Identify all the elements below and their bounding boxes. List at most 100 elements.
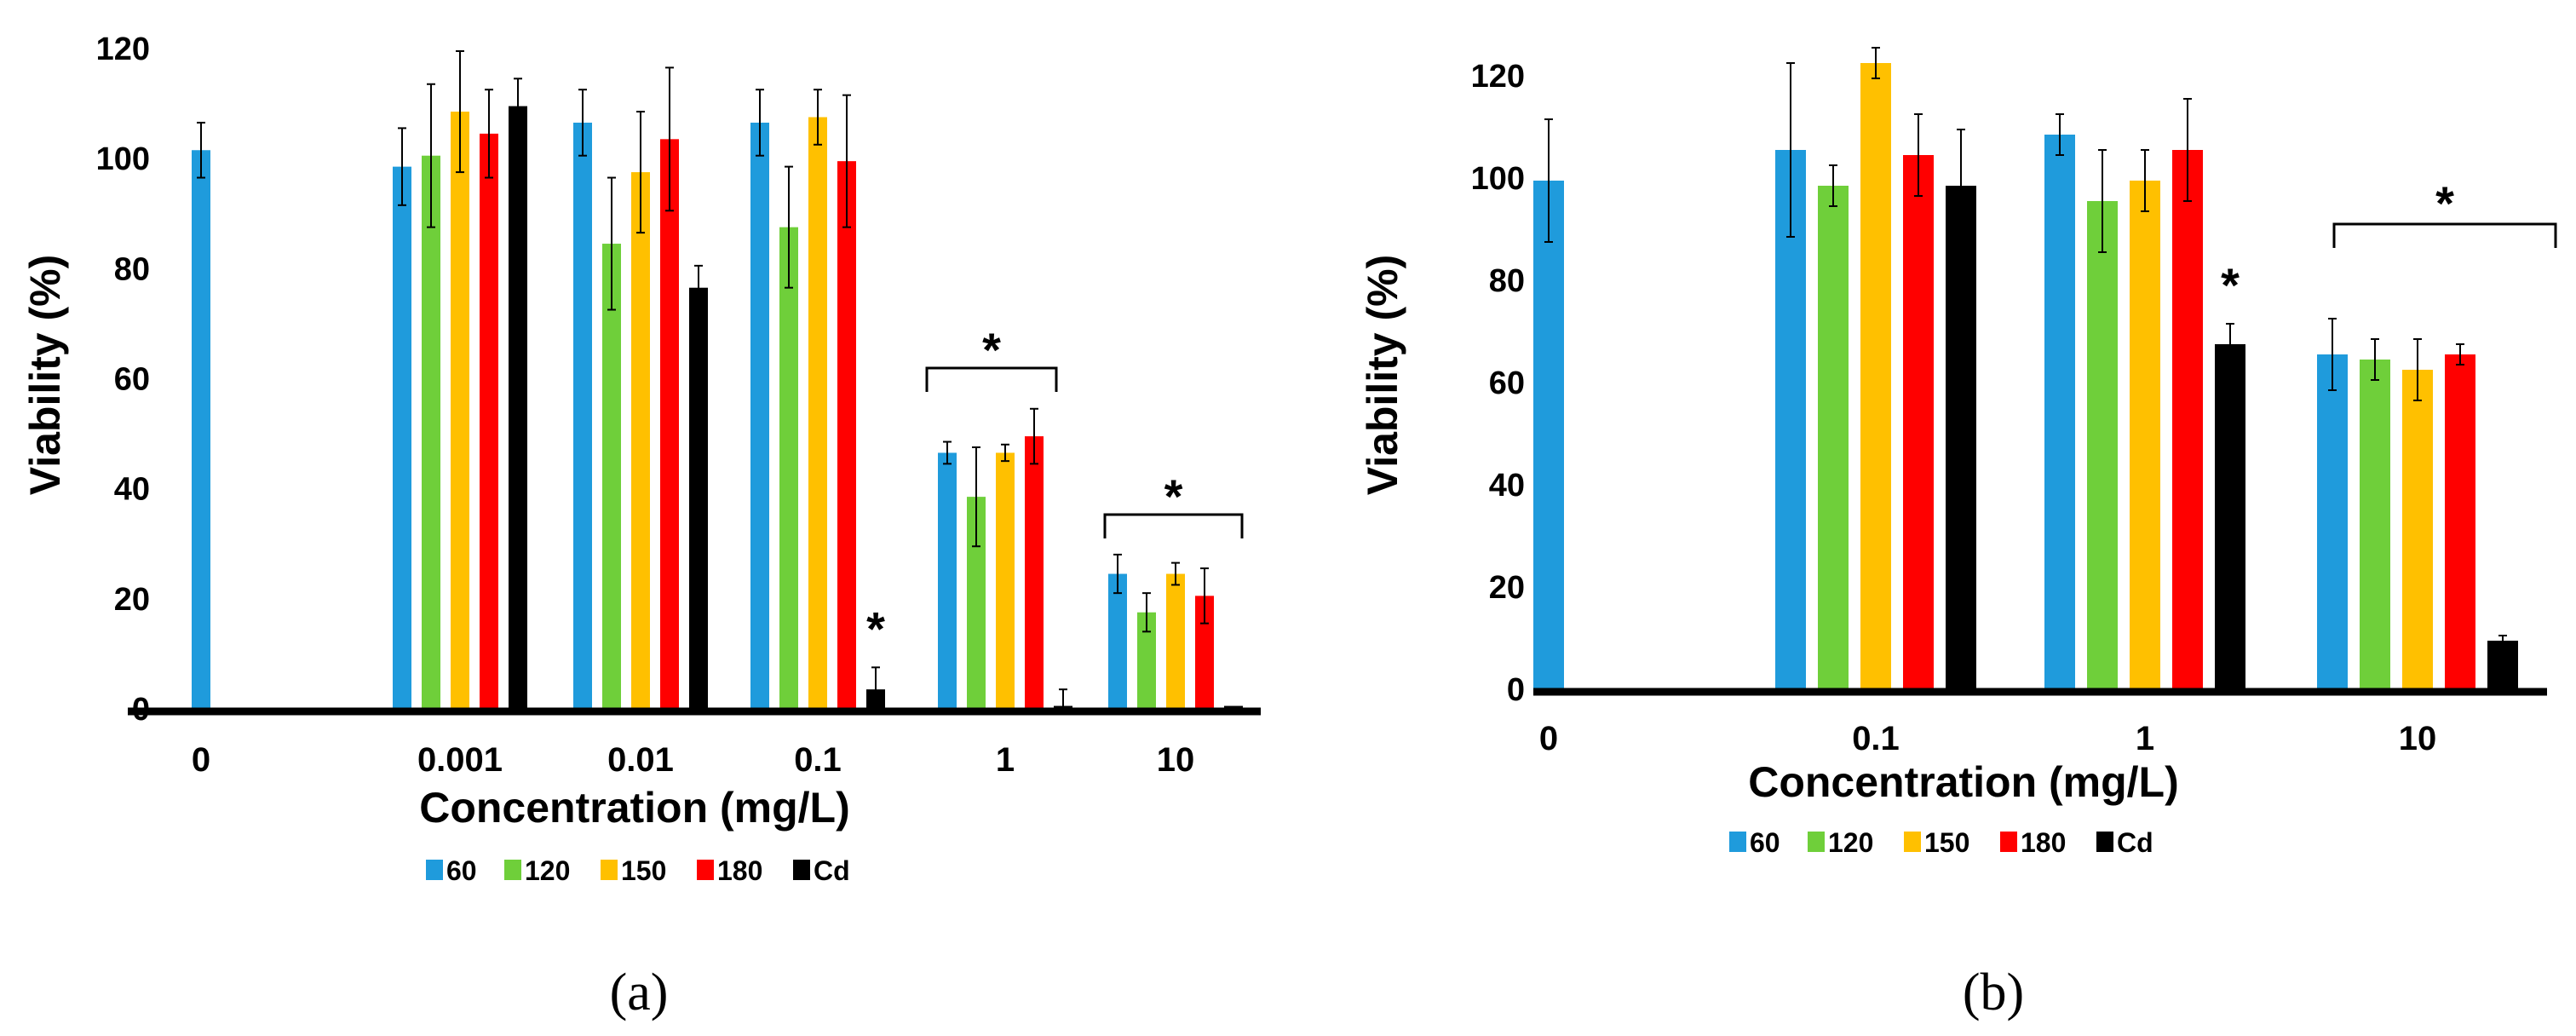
x-tick-label: 10 bbox=[1157, 741, 1195, 779]
legend-swatch-150 bbox=[601, 860, 618, 880]
bar-180-1 bbox=[1025, 436, 1044, 711]
bar-60-10 bbox=[1108, 573, 1127, 711]
bar-120-1 bbox=[2087, 201, 2118, 692]
legend-label-120: 120 bbox=[1828, 827, 1873, 858]
bar-Cd-0.001 bbox=[509, 106, 527, 712]
bar-Cd-10 bbox=[2487, 641, 2518, 692]
legend-swatch-180 bbox=[697, 860, 714, 880]
bar-120-0.01 bbox=[602, 244, 621, 712]
bar-60-0 bbox=[1533, 181, 1564, 692]
legend-label-Cd: Cd bbox=[2117, 827, 2153, 858]
y-tick-label: 120 bbox=[1471, 59, 1525, 95]
bar-Cd-0.01 bbox=[689, 287, 708, 711]
y-tick-label: 120 bbox=[96, 32, 150, 67]
significance-bracket bbox=[2332, 222, 2557, 248]
bar-180-10 bbox=[2445, 354, 2475, 692]
bar-150-0.1 bbox=[808, 117, 827, 711]
significance-star: * bbox=[2435, 176, 2454, 230]
y-tick-label: 40 bbox=[114, 472, 150, 508]
bar-60-0 bbox=[192, 150, 210, 711]
x-axis-title: Concentration (mg/L) bbox=[419, 784, 850, 832]
x-tick-label: 1 bbox=[996, 741, 1015, 779]
legend-swatch-120 bbox=[1808, 832, 1825, 852]
significance-star: * bbox=[982, 323, 1001, 377]
x-tick-label: 0.01 bbox=[607, 741, 674, 779]
bar-180-0.1 bbox=[837, 161, 856, 711]
legend-swatch-120 bbox=[504, 860, 521, 880]
bar-60-1 bbox=[2044, 135, 2075, 692]
x-tick-label: 0.1 bbox=[1852, 720, 1900, 757]
significance-star: * bbox=[1164, 469, 1183, 523]
y-tick-label: 20 bbox=[1489, 570, 1525, 606]
y-tick-label: 40 bbox=[1489, 468, 1525, 504]
significance-bracket bbox=[1103, 513, 1244, 538]
legend-swatch-Cd bbox=[2096, 832, 2113, 852]
legend-swatch-150 bbox=[1904, 832, 1921, 852]
y-tick-label: 60 bbox=[1489, 365, 1525, 401]
bar-150-0.1 bbox=[1860, 63, 1891, 692]
x-tick-label: 0.1 bbox=[794, 741, 842, 779]
y-axis-title: Viability (%) bbox=[21, 255, 69, 495]
bar-120-10 bbox=[2360, 360, 2390, 692]
bar-150-0.01 bbox=[631, 172, 650, 712]
panel-label: (a) bbox=[610, 964, 669, 1022]
y-tick-label: 80 bbox=[114, 251, 150, 287]
bar-180-1 bbox=[2172, 150, 2203, 692]
y-tick-label: 100 bbox=[1471, 161, 1525, 197]
legend-swatch-180 bbox=[2000, 832, 2017, 852]
bar-60-0.001 bbox=[393, 166, 411, 711]
bar-120-1 bbox=[967, 497, 986, 711]
x-tick-label: 1 bbox=[2136, 720, 2154, 757]
bar-150-1 bbox=[2130, 181, 2160, 692]
y-axis-title: Viability (%) bbox=[1359, 255, 1406, 495]
legend-label-Cd: Cd bbox=[814, 855, 850, 886]
bar-180-0.01 bbox=[660, 139, 679, 712]
bar-Cd-1 bbox=[2215, 344, 2245, 692]
legend-label-120: 120 bbox=[525, 855, 570, 886]
y-tick-label: 20 bbox=[114, 582, 150, 618]
bar-60-0.1 bbox=[1775, 150, 1806, 692]
y-tick-label: 80 bbox=[1489, 263, 1525, 299]
bar-150-0.001 bbox=[451, 112, 469, 711]
legend-label-180: 180 bbox=[717, 855, 762, 886]
bar-180-10 bbox=[1195, 596, 1214, 711]
x-tick-label: 10 bbox=[2399, 720, 2437, 757]
bar-150-10 bbox=[2402, 370, 2433, 692]
bar-180-0.1 bbox=[1903, 155, 1934, 692]
bar-60-0.1 bbox=[750, 122, 769, 712]
x-tick-label: 0.001 bbox=[417, 741, 503, 779]
legend-label-150: 150 bbox=[1924, 827, 1969, 858]
bar-150-10 bbox=[1166, 573, 1185, 711]
bar-120-0.1 bbox=[779, 227, 798, 712]
bar-60-0.01 bbox=[573, 122, 592, 712]
significance-bracket bbox=[925, 366, 1058, 392]
y-tick-label: 0 bbox=[1507, 672, 1525, 708]
x-tick-label: 0 bbox=[1539, 720, 1558, 757]
bar-120-0.1 bbox=[1818, 186, 1849, 692]
legend-label-60: 60 bbox=[1750, 827, 1780, 858]
bar-150-1 bbox=[996, 452, 1015, 711]
bar-60-1 bbox=[938, 452, 957, 711]
bar-180-0.001 bbox=[480, 133, 498, 711]
legend-swatch-60 bbox=[426, 860, 443, 880]
legend-label-150: 150 bbox=[621, 855, 666, 886]
significance-star: * bbox=[866, 601, 885, 655]
legend-swatch-60 bbox=[1729, 832, 1746, 852]
bar-120-10 bbox=[1137, 612, 1156, 711]
chart-panel-b: 0 20 40 60 80 100 120 0 0.1 1 10 Concentration (mg/… bbox=[1359, 47, 2557, 1022]
bar-60-10 bbox=[2317, 354, 2348, 692]
legend-swatch-Cd bbox=[793, 860, 810, 880]
chart-panel-a: 0 20 40 60 80 100 120 0 0.001 0.01 0.1 1 10 Concentra… bbox=[21, 32, 1261, 1022]
x-axis-title: Concentration (mg/L) bbox=[1748, 758, 2179, 806]
panel-label: (b) bbox=[1963, 964, 2024, 1022]
bar-Cd-0.1 bbox=[1946, 186, 1976, 692]
bar-120-0.001 bbox=[422, 155, 440, 712]
y-tick-label: 0 bbox=[132, 692, 150, 728]
y-tick-label: 60 bbox=[114, 362, 150, 398]
x-tick-label: 0 bbox=[192, 741, 210, 779]
significance-star: * bbox=[2221, 258, 2240, 312]
legend-label-60: 60 bbox=[446, 855, 477, 886]
legend-label-180: 180 bbox=[2021, 827, 2066, 858]
y-tick-label: 100 bbox=[96, 141, 150, 177]
